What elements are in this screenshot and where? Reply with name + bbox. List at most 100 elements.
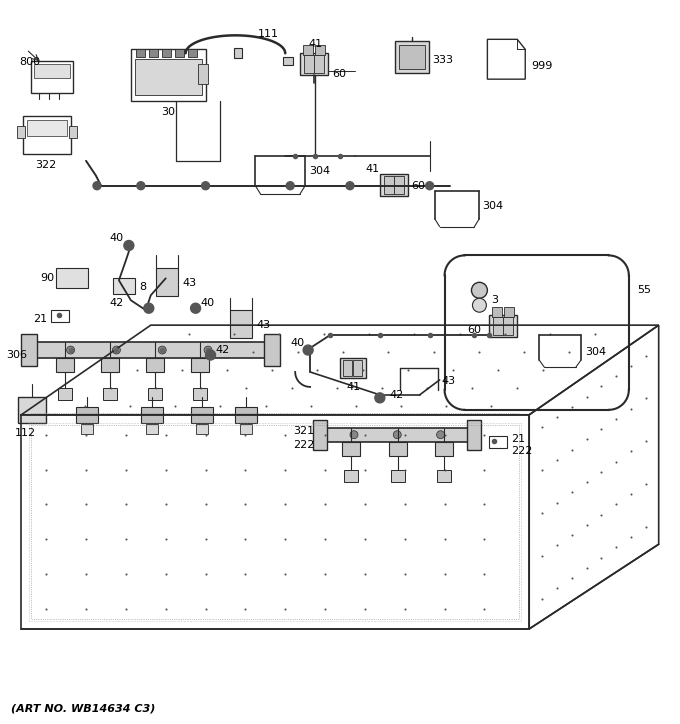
Circle shape: [205, 350, 216, 360]
Text: 41: 41: [308, 39, 322, 49]
Bar: [21, 334, 37, 366]
Bar: [235, 49, 242, 58]
Circle shape: [93, 182, 101, 190]
Bar: [58, 388, 72, 400]
Text: 304: 304: [482, 201, 504, 211]
Text: 321: 321: [293, 426, 314, 436]
Text: 222: 222: [293, 439, 315, 450]
Circle shape: [303, 345, 313, 355]
Text: 43: 43: [183, 278, 197, 288]
Text: 222: 222: [511, 446, 532, 455]
Bar: [265, 334, 280, 366]
Text: 60: 60: [467, 325, 481, 335]
Text: 8: 8: [139, 282, 146, 292]
Bar: [27, 120, 67, 136]
Bar: [467, 420, 481, 450]
Bar: [314, 55, 324, 73]
Bar: [156, 269, 177, 296]
Bar: [141, 407, 163, 423]
Text: 800: 800: [19, 57, 40, 67]
Text: 41: 41: [366, 164, 380, 174]
Bar: [389, 442, 407, 455]
Bar: [18, 397, 46, 423]
Circle shape: [426, 182, 434, 190]
Bar: [503, 317, 513, 335]
Bar: [490, 315, 517, 337]
Bar: [69, 126, 77, 138]
Bar: [394, 176, 404, 194]
Circle shape: [158, 346, 166, 354]
Bar: [437, 470, 451, 481]
Bar: [353, 360, 362, 376]
Circle shape: [393, 431, 401, 439]
Bar: [343, 360, 352, 376]
Text: 41: 41: [346, 382, 360, 392]
Bar: [342, 442, 360, 455]
Text: 60: 60: [332, 70, 346, 79]
Bar: [113, 278, 135, 294]
Bar: [192, 388, 207, 400]
Bar: [505, 307, 514, 317]
Bar: [231, 310, 252, 338]
Text: 21: 21: [511, 434, 526, 444]
Text: 999: 999: [531, 62, 553, 71]
Circle shape: [346, 182, 354, 190]
Text: 42: 42: [216, 345, 230, 355]
Bar: [146, 358, 164, 372]
Text: (ART NO. WB14634 C3): (ART NO. WB14634 C3): [12, 704, 156, 714]
Bar: [136, 49, 145, 57]
Bar: [51, 310, 69, 322]
Bar: [398, 46, 424, 70]
Circle shape: [350, 431, 358, 439]
Bar: [315, 46, 325, 55]
Bar: [135, 59, 201, 95]
Text: 42: 42: [390, 390, 404, 400]
Text: 40: 40: [109, 232, 123, 243]
Bar: [492, 307, 503, 317]
Text: 90: 90: [40, 274, 54, 283]
Text: 111: 111: [257, 30, 278, 39]
Text: 304: 304: [585, 347, 606, 357]
Bar: [313, 420, 327, 450]
Bar: [146, 424, 158, 434]
Circle shape: [286, 182, 294, 190]
Bar: [303, 46, 313, 55]
Bar: [188, 49, 197, 57]
Bar: [395, 41, 428, 73]
Circle shape: [375, 393, 385, 403]
Circle shape: [143, 303, 154, 313]
Bar: [148, 388, 162, 400]
Bar: [56, 269, 88, 288]
Bar: [380, 174, 408, 195]
Bar: [36, 342, 265, 358]
Bar: [31, 62, 73, 93]
Bar: [149, 49, 158, 57]
Bar: [162, 49, 171, 57]
Bar: [76, 407, 98, 423]
Text: 43: 43: [256, 320, 271, 330]
Bar: [23, 116, 71, 154]
Text: 112: 112: [14, 428, 35, 438]
Bar: [81, 424, 93, 434]
Bar: [384, 176, 394, 194]
Circle shape: [471, 282, 488, 298]
Text: 322: 322: [35, 160, 56, 170]
Circle shape: [204, 346, 212, 354]
Bar: [284, 57, 293, 65]
Circle shape: [437, 431, 445, 439]
Bar: [196, 424, 207, 434]
Text: 43: 43: [441, 376, 456, 386]
Bar: [175, 49, 184, 57]
Text: 306: 306: [6, 350, 27, 360]
Bar: [34, 64, 70, 78]
Bar: [198, 64, 207, 84]
Bar: [344, 470, 358, 481]
Circle shape: [67, 346, 75, 354]
Bar: [190, 358, 209, 372]
Bar: [490, 436, 507, 447]
Bar: [300, 54, 328, 75]
Bar: [494, 317, 503, 335]
Bar: [304, 55, 314, 73]
Text: 333: 333: [432, 55, 454, 65]
Bar: [435, 442, 452, 455]
